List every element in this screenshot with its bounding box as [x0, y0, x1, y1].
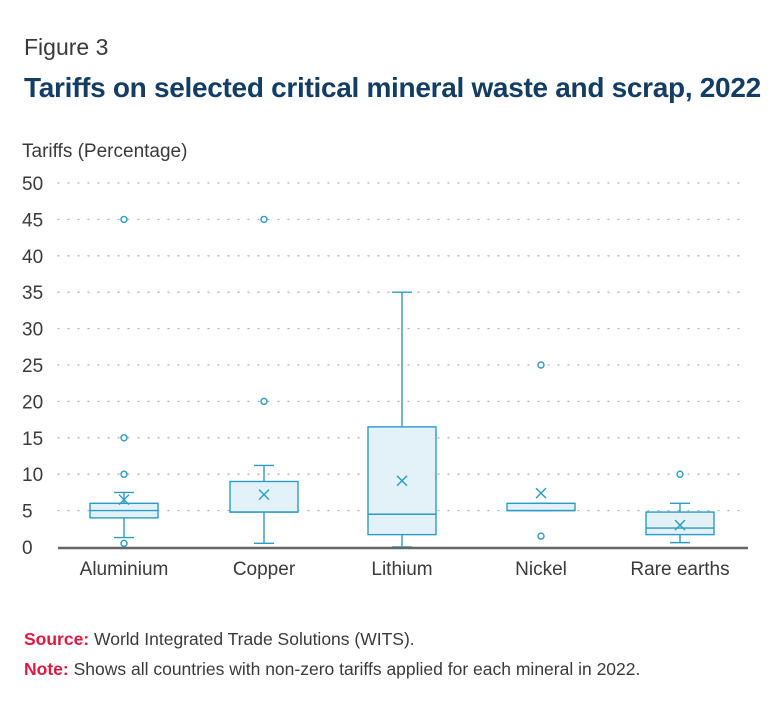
outlier-point	[676, 470, 684, 478]
outlier-point	[120, 470, 128, 478]
y-tick-label-20: 20	[22, 392, 43, 413]
mean-marker	[258, 489, 270, 501]
chart-title: Tariffs on selected critical mineral was…	[24, 72, 761, 103]
iqr-box	[506, 502, 576, 512]
y-tick-label-5: 5	[22, 502, 33, 523]
x-tick-label-copper: Copper	[233, 559, 296, 580]
outlier-point	[120, 539, 128, 548]
y-axis-label: Tariffs (Percentage)	[22, 141, 187, 162]
note-line: Note: Shows all countries with non-zero …	[24, 654, 640, 684]
y-tick-label-25: 25	[22, 356, 43, 377]
outlier-point	[537, 361, 545, 369]
mean-marker	[396, 475, 408, 487]
box-rare-earths	[645, 470, 715, 544]
x-tick-label-rare-earths: Rare earths	[630, 559, 729, 580]
outlier-point	[120, 215, 128, 224]
x-tick-label-aluminium: Aluminium	[80, 559, 169, 580]
outlier-point	[260, 397, 268, 406]
box-plot-chart: Tariffs (Percentage) 0 5 10 15 20 25 30 35 40 45 5…	[22, 141, 749, 580]
y-tick-label-50: 50	[22, 174, 43, 195]
mean-marker	[118, 494, 130, 506]
iqr-box	[645, 511, 715, 536]
box-aluminium	[89, 215, 159, 548]
note-label: Note:	[24, 659, 69, 679]
outlier-point	[537, 532, 545, 540]
y-tick-label-35: 35	[22, 283, 43, 304]
outlier-point	[120, 434, 128, 442]
box-nickel	[506, 361, 576, 540]
mean-marker	[535, 487, 547, 499]
box-copper	[229, 215, 299, 545]
source-label: Source:	[24, 629, 90, 649]
x-tick-label-nickel: Nickel	[515, 559, 567, 580]
source-text: World Integrated Trade Solutions (WITS).	[89, 629, 415, 649]
chart-notes: Source: World Integrated Trade Solutions…	[24, 624, 640, 684]
y-tick-label-40: 40	[22, 247, 43, 268]
note-text: Shows all countries with non-zero tariff…	[68, 659, 641, 679]
box-lithium	[367, 291, 437, 548]
mean-marker	[674, 519, 686, 531]
outlier-point	[260, 215, 268, 224]
y-tick-label-0: 0	[22, 538, 33, 559]
x-tick-labels: Aluminium Copper Lithium Nickel Rare earths	[80, 559, 730, 580]
source-line: Source: World Integrated Trade Solutions…	[24, 624, 640, 654]
boxes	[89, 215, 715, 548]
y-tick-labels: 0 5 10 15 20 25 30 35 40 45 50	[22, 174, 43, 559]
x-tick-label-lithium: Lithium	[371, 559, 432, 580]
iqr-box	[229, 480, 299, 513]
figure-label: Figure 3	[24, 34, 109, 60]
y-tick-label-15: 15	[22, 429, 43, 450]
y-tick-label-10: 10	[22, 465, 43, 486]
y-tick-label-45: 45	[22, 210, 43, 231]
y-tick-label-30: 30	[22, 320, 43, 341]
